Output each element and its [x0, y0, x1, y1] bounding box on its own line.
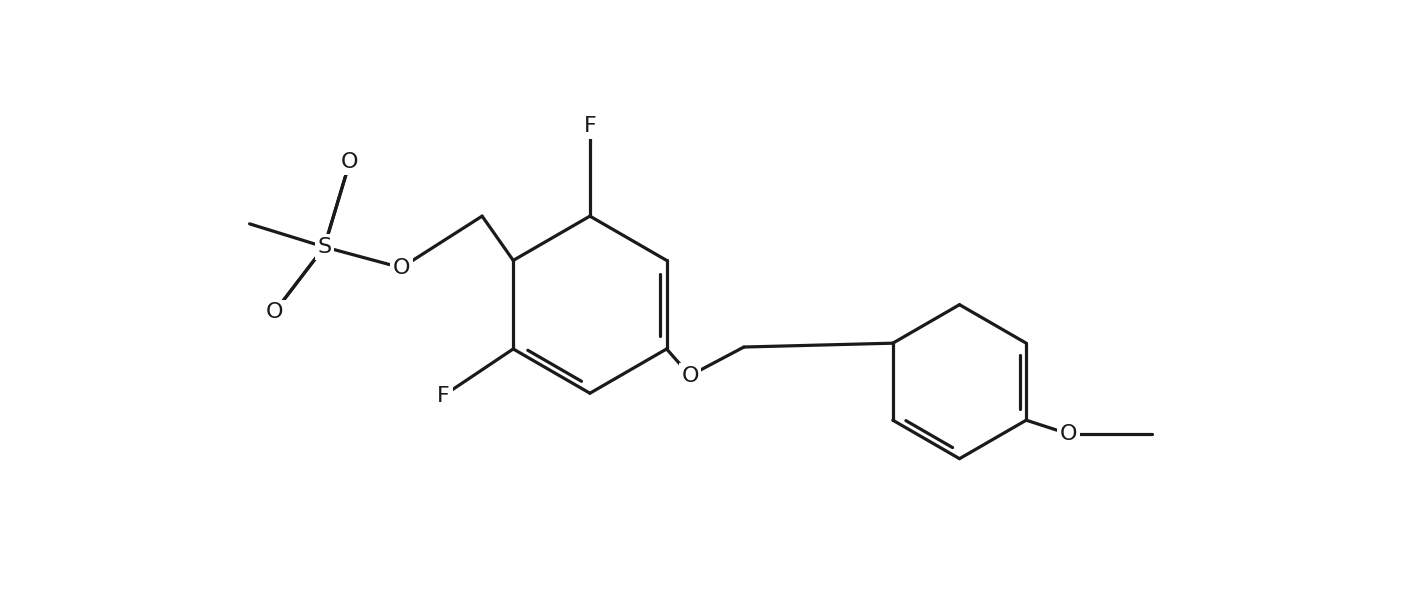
Text: O: O [682, 365, 699, 386]
Text: O: O [341, 152, 358, 173]
Text: O: O [1060, 424, 1078, 444]
Text: O: O [265, 302, 282, 322]
Text: F: F [438, 386, 451, 405]
Text: F: F [583, 116, 596, 136]
Text: S: S [317, 237, 331, 257]
Text: O: O [392, 258, 411, 278]
